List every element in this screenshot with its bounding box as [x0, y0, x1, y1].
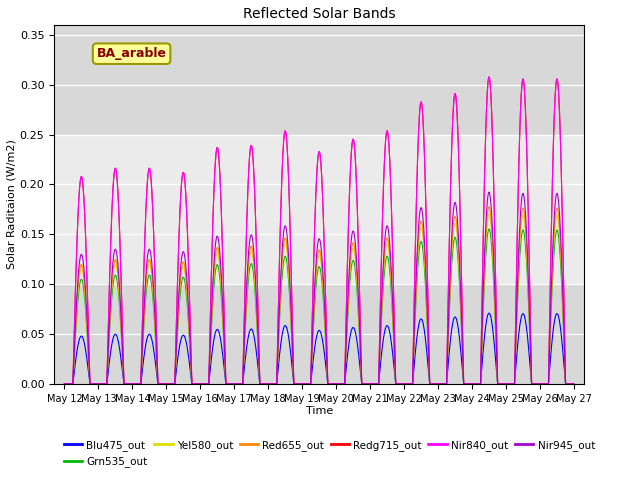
Bar: [54, 25, 584, 134]
Text: BA_arable: BA_arable: [97, 47, 166, 60]
X-axis label: Time: Time: [305, 407, 333, 417]
Bar: [54, 284, 584, 384]
Title: Reflected Solar Bands: Reflected Solar Bands: [243, 7, 396, 21]
Bar: [54, 134, 584, 284]
Legend: Blu475_out, Grn535_out, Yel580_out, Red655_out, Redg715_out, Nir840_out, Nir945_: Blu475_out, Grn535_out, Yel580_out, Red6…: [60, 436, 599, 471]
Y-axis label: Solar Raditaion (W/m2): Solar Raditaion (W/m2): [7, 140, 17, 269]
